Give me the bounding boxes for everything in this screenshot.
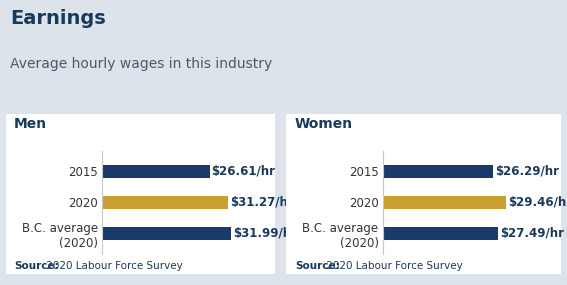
Bar [102,227,231,240]
Text: Source:: Source: [14,261,59,272]
Bar [102,165,210,178]
Text: $31.99/hr: $31.99/hr [233,227,297,240]
Text: $31.27/hr: $31.27/hr [230,196,294,209]
Text: Earnings: Earnings [10,9,106,28]
Text: Men: Men [14,117,47,131]
Text: Average hourly wages in this industry: Average hourly wages in this industry [10,57,273,71]
Text: Women: Women [295,117,353,131]
Bar [383,196,506,209]
Bar [383,227,498,240]
Text: $26.29/hr: $26.29/hr [495,165,558,178]
Bar [383,165,493,178]
Text: $27.49/hr: $27.49/hr [500,227,564,240]
Text: $29.46/hr: $29.46/hr [508,196,567,209]
Text: $26.61/hr: $26.61/hr [211,165,276,178]
Bar [102,196,229,209]
Text: Source:: Source: [295,261,340,272]
Text: 2020 Labour Force Survey: 2020 Labour Force Survey [323,261,463,272]
Text: 2020 Labour Force Survey: 2020 Labour Force Survey [43,261,182,272]
